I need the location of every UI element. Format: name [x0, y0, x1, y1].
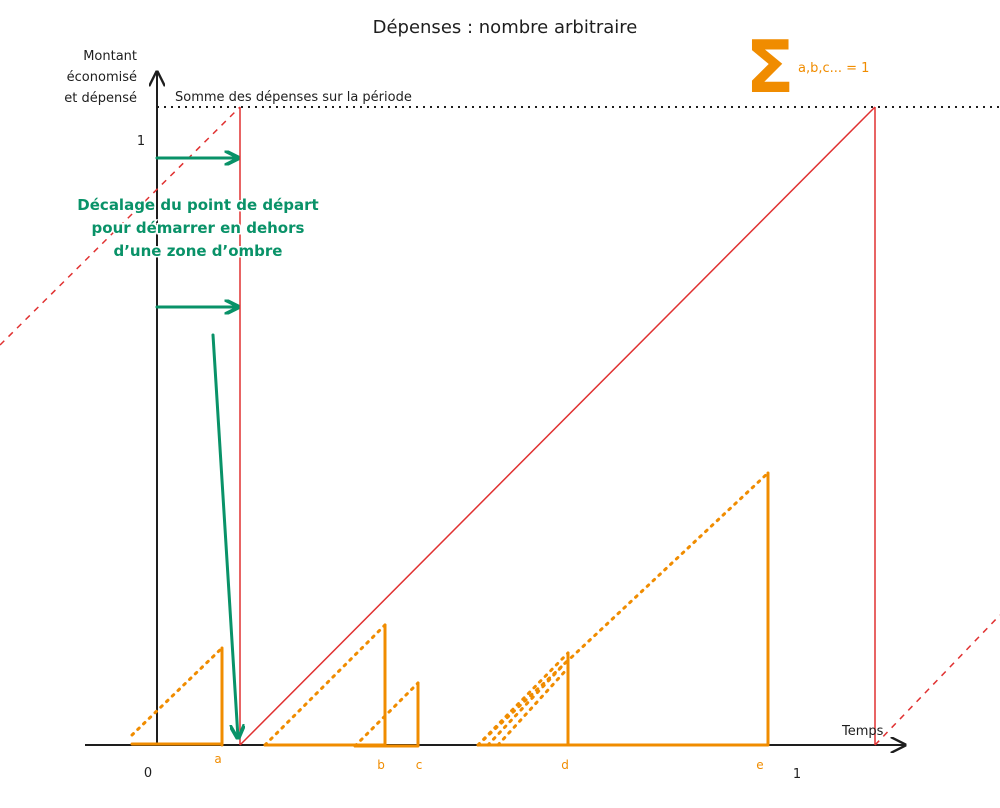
annotation: Décalage du point de départ	[77, 196, 318, 214]
expense-label: e	[756, 758, 763, 772]
sum-symbol: Σ	[745, 25, 794, 109]
x-axis-label: Temps	[841, 724, 884, 739]
red-dashed	[874, 614, 1000, 746]
expense-label: d	[561, 758, 569, 772]
annotation: pour démarrer en dehors	[92, 219, 305, 237]
expense-label: c	[416, 758, 423, 772]
sum-subscript: a,b,c... = 1	[798, 61, 869, 76]
annotation: d’une zone d’ombre	[114, 242, 283, 260]
red-diagonal	[239, 106, 876, 746]
expense-label: a	[214, 752, 221, 766]
red-dashed	[0, 106, 241, 346]
y-axis-label: Montant	[83, 49, 137, 64]
y-tick: 1	[137, 134, 145, 149]
x-tick: 1	[793, 767, 801, 782]
expenses-shapes	[130, 471, 770, 748]
y-axis-label: économisé	[67, 70, 137, 85]
sum-line-label: Somme des dépenses sur la période	[175, 90, 412, 105]
title: Dépenses : nombre arbitraire	[373, 17, 638, 38]
x-tick: 0	[144, 766, 152, 781]
expense-label: b	[377, 758, 385, 772]
y-axis-label: et dépensé	[64, 91, 137, 106]
arrow	[211, 333, 238, 738]
